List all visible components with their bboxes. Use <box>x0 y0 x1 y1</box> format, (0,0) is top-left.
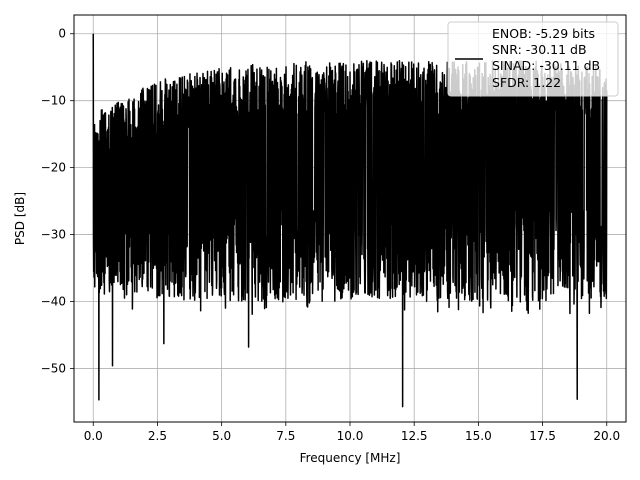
x-tick-label: 15.0 <box>465 429 492 443</box>
legend: ENOB: -5.29 bits SNR: -30.11 dB SINAD: -… <box>447 21 619 97</box>
x-tick-label: 12.5 <box>401 429 428 443</box>
legend-box <box>447 21 619 97</box>
x-tick-label: 0.0 <box>84 429 103 443</box>
x-axis-label: Frequency [MHz] <box>300 451 401 465</box>
x-tick-label: 7.5 <box>276 429 295 443</box>
x-tick-label: 20.0 <box>593 429 620 443</box>
legend-entry-sinad: SINAD: -30.11 dB <box>492 58 600 73</box>
y-axis-label: PSD [dB] <box>13 192 27 245</box>
y-tick-label: −40 <box>41 295 66 309</box>
x-axis-ticks: 0.0 2.5 5.0 7.5 10.0 12.5 15.0 17.5 20.0 <box>84 422 620 443</box>
y-tick-label: −50 <box>41 361 66 375</box>
y-axis-ticks: 0 −10 −20 −30 −40 −50 <box>41 27 74 375</box>
x-tick-label: 10.0 <box>337 429 364 443</box>
y-tick-label: −30 <box>41 228 66 242</box>
y-tick-label: 0 <box>58 27 66 41</box>
y-tick-label: −10 <box>41 94 66 108</box>
x-tick-label: 5.0 <box>212 429 231 443</box>
legend-entry-sfdr: SFDR: 1.22 <box>492 75 561 90</box>
legend-entry-snr: SNR: -30.11 dB <box>492 42 587 57</box>
x-tick-label: 17.5 <box>529 429 556 443</box>
x-tick-label: 2.5 <box>148 429 167 443</box>
legend-entry-enob: ENOB: -5.29 bits <box>492 26 595 41</box>
y-tick-label: −20 <box>41 161 66 175</box>
